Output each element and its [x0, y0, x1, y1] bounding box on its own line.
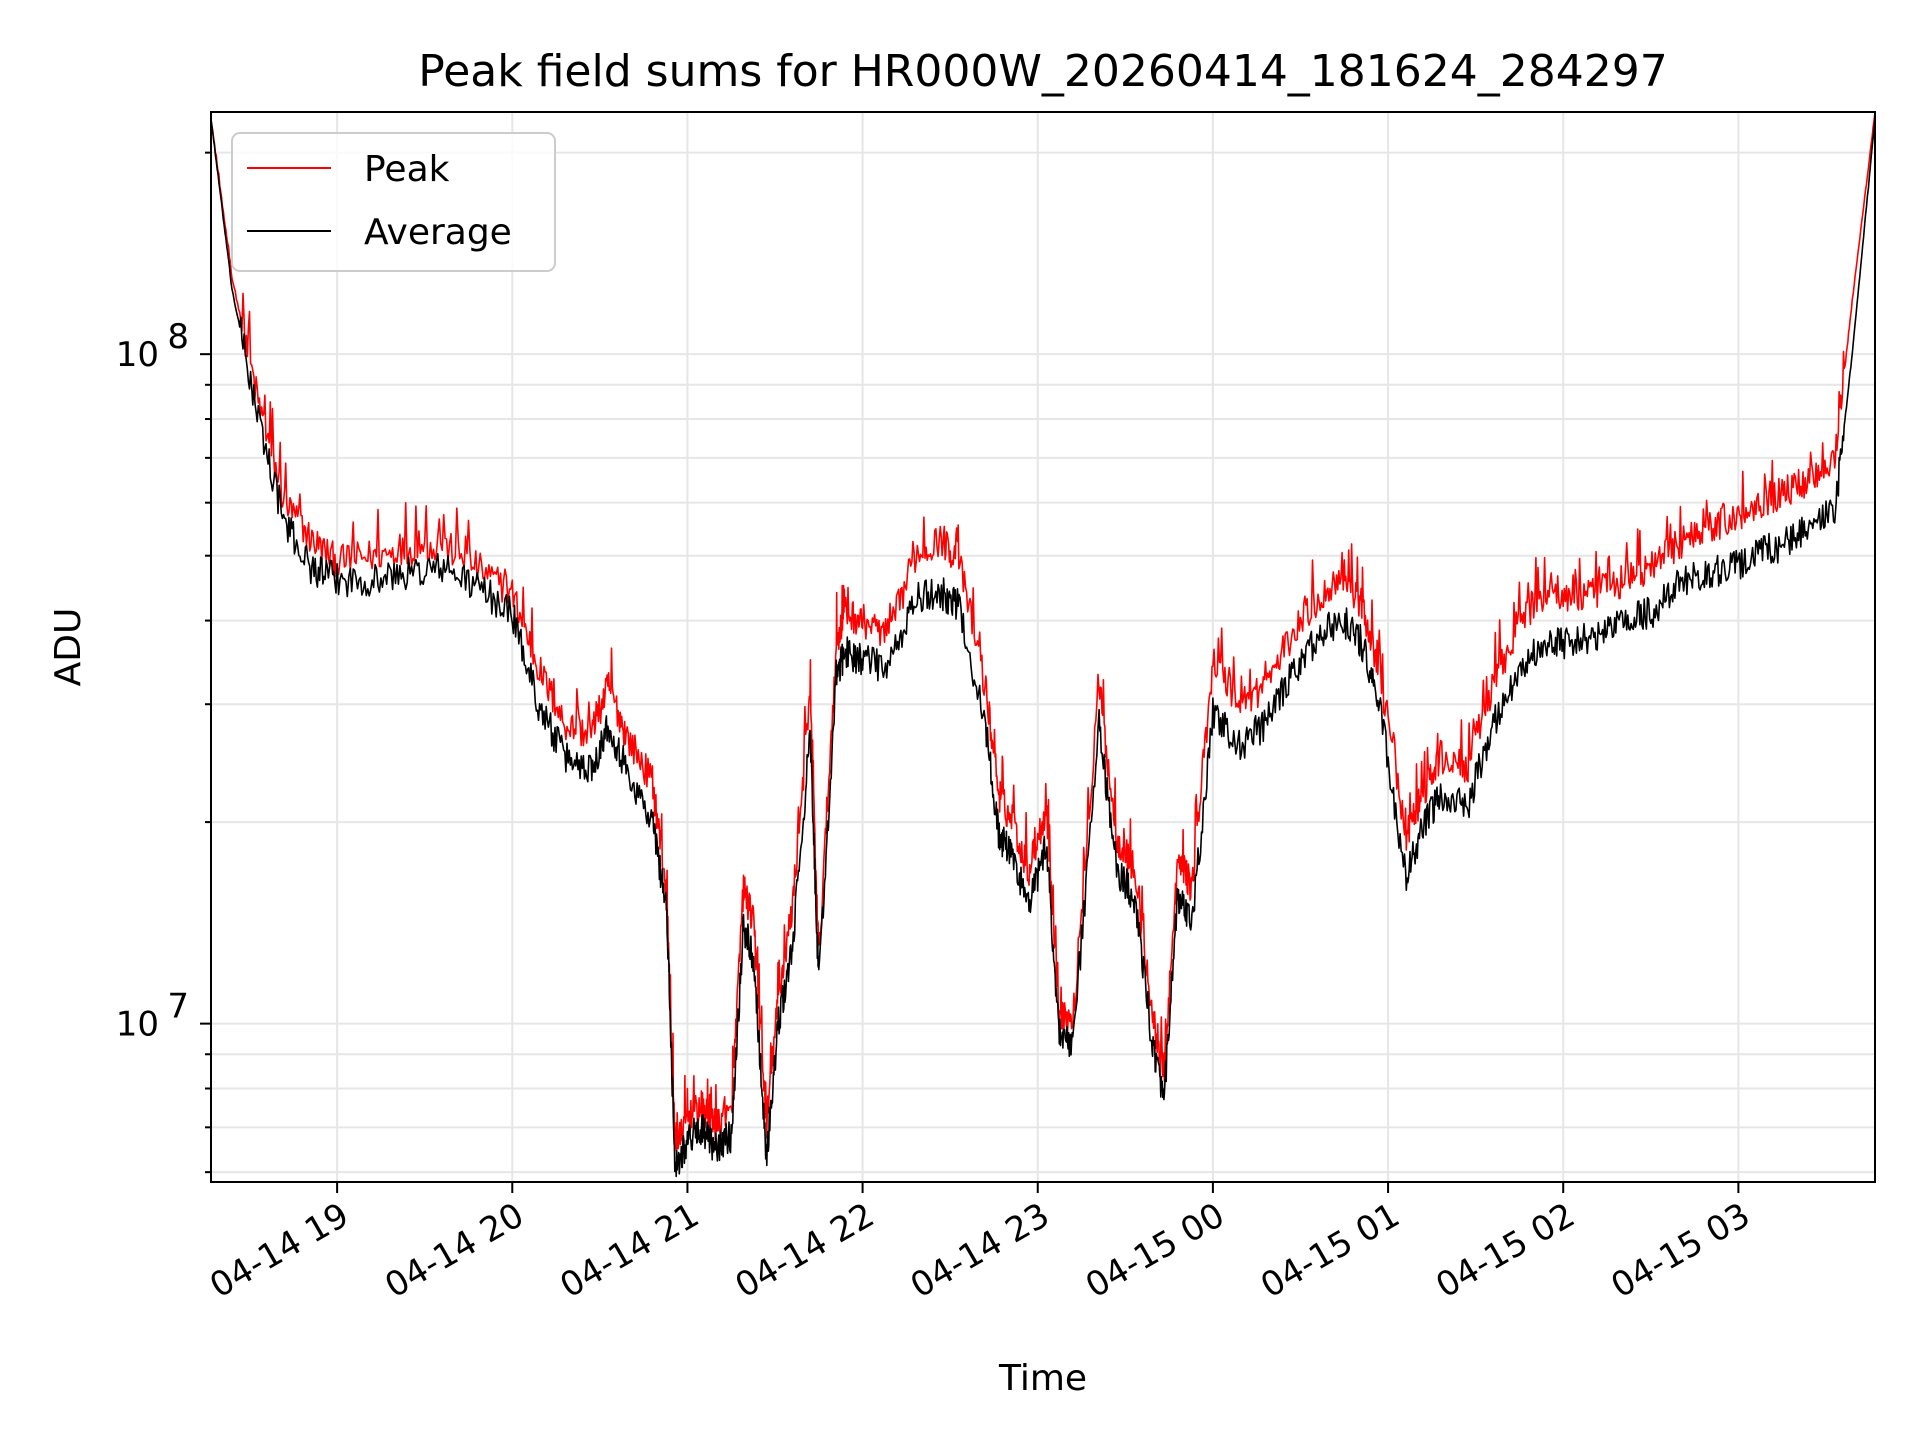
grid-layer	[211, 112, 1875, 1182]
x-axis-label: Time	[998, 1358, 1087, 1399]
y-tick-label-exponent: 8	[167, 317, 189, 357]
series-line-average	[210, 118, 1876, 1178]
legend-label-peak: Peak	[364, 149, 450, 190]
legend: Peak Average	[231, 132, 556, 272]
y-tick-label: 10	[116, 1005, 159, 1045]
plot-frame	[210, 111, 1876, 1183]
legend-label-average: Average	[364, 212, 512, 253]
y-tick-label: 10	[116, 335, 159, 375]
series-line-peak	[210, 111, 1876, 1155]
series-layer	[210, 111, 1876, 1178]
y-tick-label-exponent: 7	[167, 987, 189, 1027]
y-axis-label: ADU	[48, 608, 89, 687]
chart-title: Peak field sums for HR000W_20260414_1816…	[418, 46, 1668, 97]
